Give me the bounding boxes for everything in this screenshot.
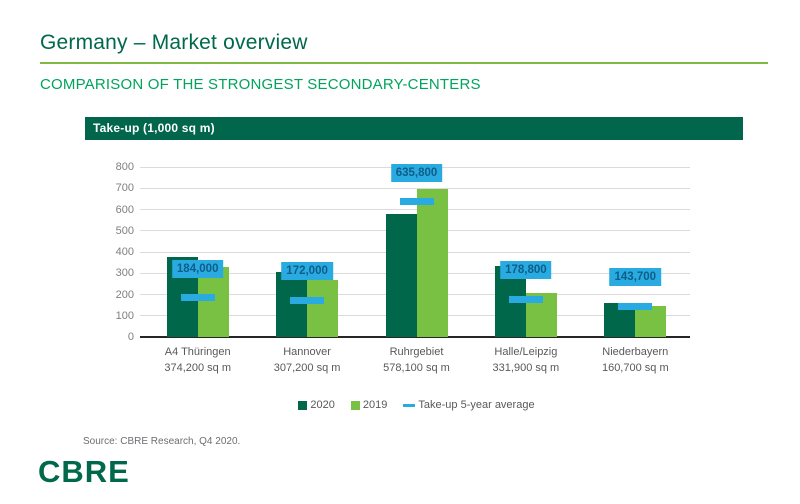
gridline bbox=[140, 209, 690, 210]
title-underline bbox=[40, 62, 768, 64]
avg-value-label: 143,700 bbox=[609, 268, 662, 287]
legend-item: 2020 bbox=[298, 399, 335, 411]
y-tick-label: 600 bbox=[115, 203, 134, 216]
avg-marker-dash bbox=[618, 302, 653, 310]
category-name: Halle/Leipzig bbox=[494, 346, 558, 358]
gridline bbox=[140, 187, 690, 189]
cbre-logo: CBRE bbox=[38, 454, 130, 489]
bar-2019 bbox=[635, 305, 667, 337]
avg-value-label: 184,000 bbox=[171, 259, 224, 278]
avg-value-label: 635,800 bbox=[390, 163, 443, 182]
x-axis-line bbox=[140, 336, 690, 338]
legend-item: Take-up 5-year average bbox=[403, 399, 535, 411]
category-value: 331,900 sq m bbox=[492, 362, 560, 374]
category-name: A4 Thüringen bbox=[164, 346, 231, 358]
legend-item: 2019 bbox=[350, 399, 388, 411]
legend-label: 2019 bbox=[362, 399, 388, 411]
page-subtitle: COMPARISON OF THE STRONGEST SECONDARY-CE… bbox=[40, 76, 481, 93]
y-tick-label: 700 bbox=[115, 182, 134, 195]
category-value: 578,100 sq m bbox=[383, 362, 450, 374]
category-value: 374,200 sq m bbox=[164, 362, 232, 374]
avg-marker-dash bbox=[180, 294, 215, 302]
y-tick-label: 0 bbox=[127, 331, 134, 343]
source-text: Source: CBRE Research, Q4 2020. bbox=[83, 436, 241, 447]
avg-marker-dash bbox=[508, 295, 543, 303]
avg-value-label: 178,800 bbox=[500, 261, 552, 279]
chart-title-bar: Take-up (1,000 sq m) bbox=[85, 117, 743, 140]
category-name: Hannover bbox=[283, 346, 331, 358]
y-tick-label: 200 bbox=[115, 288, 134, 301]
y-tick-label: 800 bbox=[115, 161, 134, 173]
y-tick-label: 100 bbox=[115, 309, 134, 322]
avg-value-label: 172,000 bbox=[281, 262, 333, 281]
legend-swatch-dash bbox=[403, 403, 416, 407]
bar-2019 bbox=[307, 280, 339, 337]
chart-legend: 2020 2019 Take-up 5-year average bbox=[143, 397, 690, 413]
bar-2019 bbox=[416, 189, 448, 337]
legend-swatch-square bbox=[298, 400, 308, 410]
y-tick-label: 400 bbox=[115, 246, 134, 258]
bar-2019 bbox=[197, 266, 229, 337]
legend-swatch-square bbox=[350, 400, 360, 410]
category-name: Niederbayern bbox=[602, 346, 669, 358]
legend-label: 2020 bbox=[310, 399, 335, 411]
category-name: Ruhrgebiet bbox=[389, 346, 444, 358]
legend-label: Take-up 5-year average bbox=[418, 399, 535, 411]
avg-marker-dash bbox=[290, 296, 325, 304]
y-tick-label: 300 bbox=[115, 267, 134, 280]
avg-marker-dash bbox=[399, 198, 434, 206]
category-value: 160,700 sq m bbox=[601, 362, 669, 374]
bar-2020 bbox=[385, 214, 417, 337]
bar-2020 bbox=[276, 271, 308, 337]
category-value: 307,200 sq m bbox=[273, 362, 341, 374]
y-tick-label: 500 bbox=[115, 224, 134, 237]
chart-title-label: Take-up (1,000 sq m) bbox=[93, 121, 215, 135]
page-title: Germany – Market overview bbox=[40, 31, 308, 54]
